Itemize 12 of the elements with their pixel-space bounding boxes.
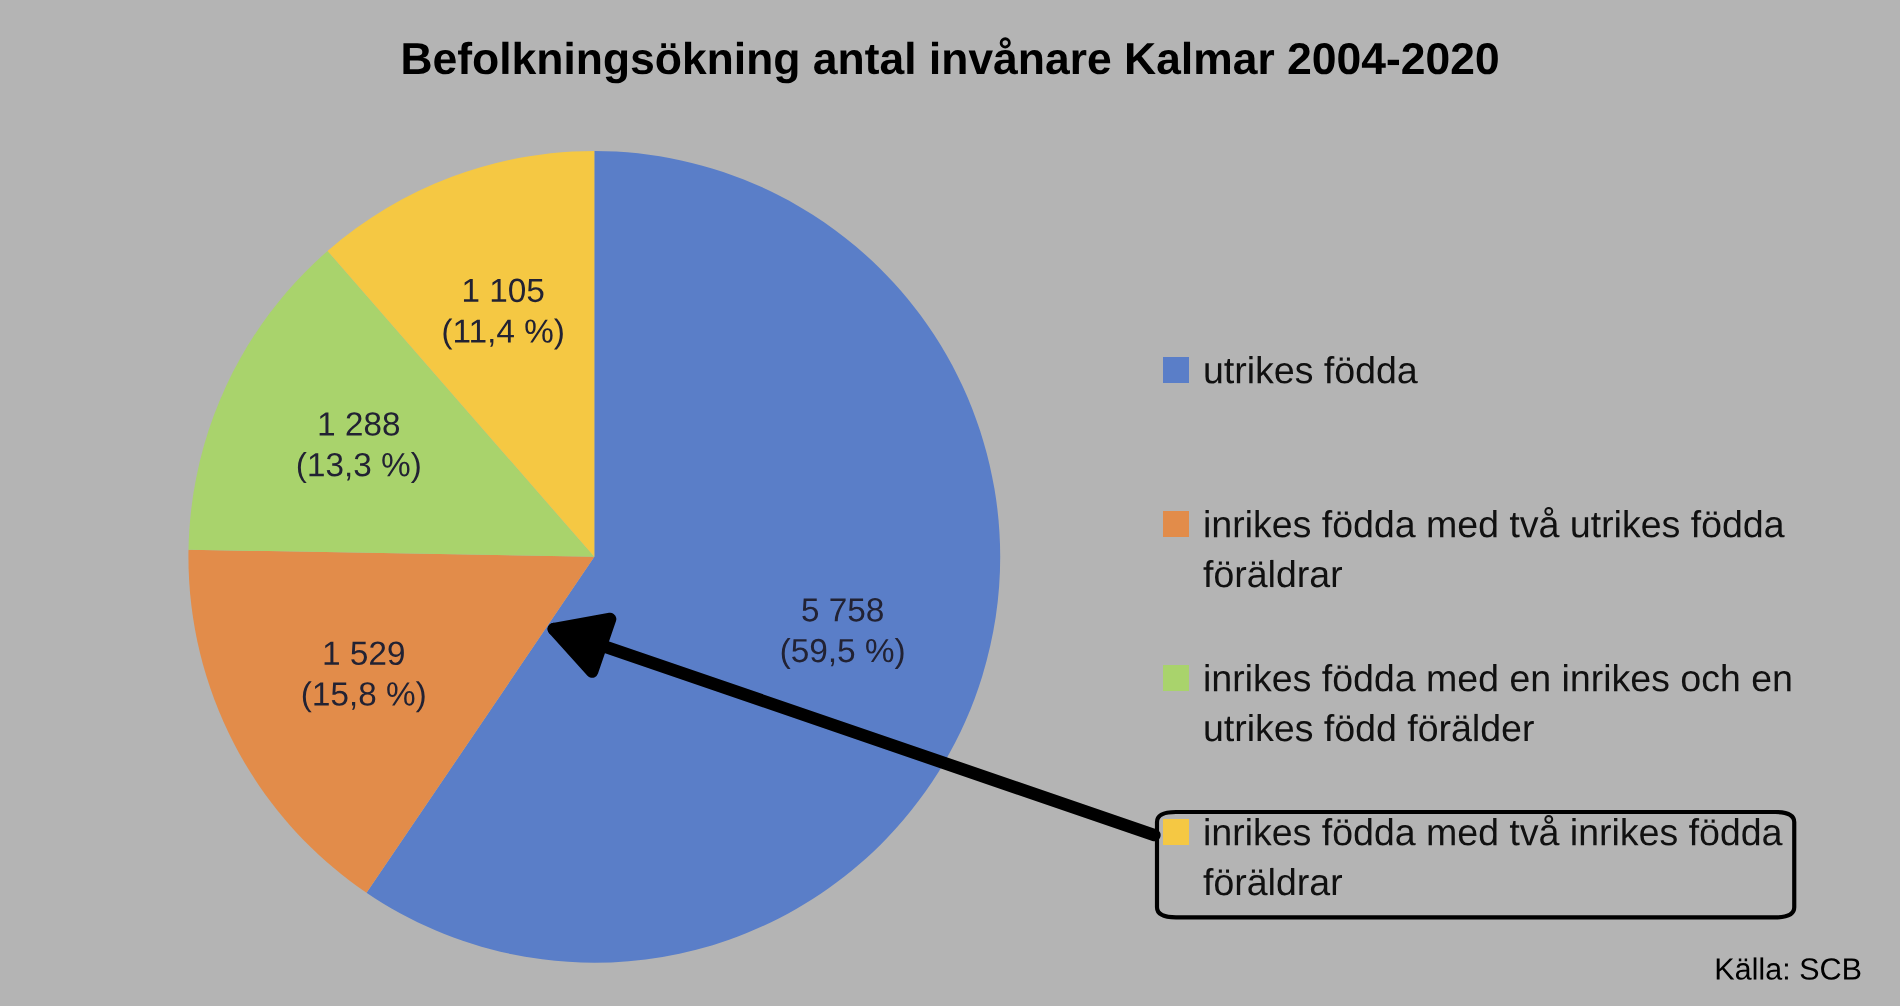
text: Källa: SCB [1716, 957, 1861, 980]
pie-slice [188, 250, 595, 557]
data-label: 1 105 (11,4 %) [443, 278, 563, 350]
legend-label: inrikes födda med en inrikes och en utrikes född förälder [1205, 664, 1791, 742]
legend-label: utrikes födda [1205, 356, 1418, 384]
data-label: 5 758 (59,5 %) [781, 598, 904, 669]
legend-label: inrikes födda med två inrikes födda föräldrar [1203, 814, 1783, 896]
legend-label: inrikes födda med två utrikes födda föräldrar [1203, 506, 1785, 588]
data-label: 1 288 (13,3 %) [297, 412, 420, 484]
pie-slice [188, 549, 595, 893]
chart-title: Befolkningsökning antal invånare Kalmar 2004-2020 [403, 37, 1498, 84]
data-label: 1 529 (15,8 %) [302, 641, 425, 713]
